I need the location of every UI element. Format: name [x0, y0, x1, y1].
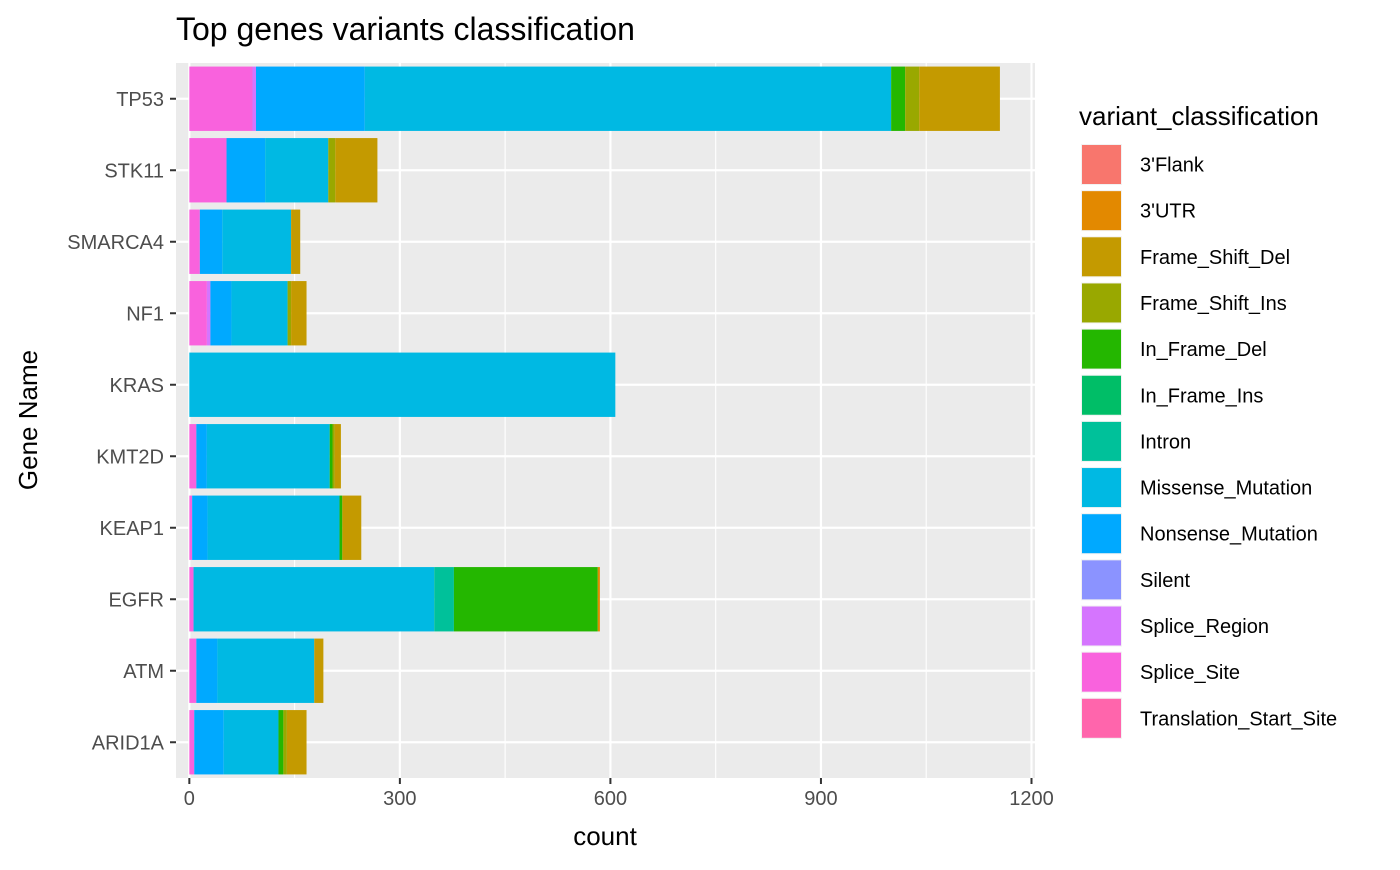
bar-stk11-nonsense-mutation [226, 138, 266, 203]
y-tick-label: KRAS [110, 375, 164, 397]
bar-tp53-frame-shift-ins [905, 66, 920, 131]
x-tick-label: 300 [383, 788, 416, 810]
bar-arid1a-frame-shift-ins [283, 710, 287, 775]
legend-swatch [1082, 514, 1121, 554]
bar-tp53-in-frame-del [891, 66, 906, 131]
bar-keap1-nonsense-mutation [192, 495, 208, 560]
legend-swatch [1082, 652, 1121, 692]
bar-atm-splice-site [189, 638, 197, 703]
bar-kmt2d-missense-mutation [206, 424, 330, 489]
y-tick-label: KEAP1 [100, 518, 164, 540]
bar-egfr-missense-mutation [193, 567, 435, 632]
legend-label: Frame_Shift_Ins [1140, 293, 1287, 315]
legend-label: Missense_Mutation [1140, 478, 1312, 500]
bar-nf1-frame-shift-del [291, 281, 307, 346]
legend-swatch [1082, 237, 1121, 277]
y-tick-label: STK11 [104, 160, 164, 182]
y-tick-label: KMT2D [96, 446, 164, 468]
y-tick-label: SMARCA4 [67, 232, 164, 254]
legend-swatch [1082, 606, 1121, 646]
bar-keap1-splice-site [189, 495, 193, 560]
y-tick-label: ARID1A [92, 732, 165, 754]
bar-tp53-splice-region [252, 66, 257, 131]
y-axis-label: Gene Name [13, 350, 43, 490]
legend: 3'Flank 3'UTR Frame_Shift_Del Frame_Shift_I… [1081, 144, 1337, 739]
bar-stk11-splice-site [189, 138, 227, 203]
bar-smarca4-missense-mutation [222, 209, 292, 274]
y-tick-label: ATM [123, 661, 164, 683]
bar-smarca4-nonsense-mutation [199, 209, 223, 274]
bar-smarca4-splice-site [189, 209, 200, 274]
bar-stk11-frame-shift-ins [328, 138, 336, 203]
bar-atm-nonsense-mutation [196, 638, 218, 703]
legend-label: Translation_Start_Site [1140, 708, 1337, 730]
x-tick-label: 900 [804, 788, 837, 810]
bar-keap1-frame-shift-del [342, 495, 362, 560]
bar-smarca4-frame-shift-del [291, 209, 301, 274]
bar-egfr-3-utr [597, 567, 600, 632]
axes-layer: 0 300 600 900 1200 TP53 STK11 SMARCA4 NF1 KRAS KMT… [67, 89, 1053, 810]
legend-label: Frame_Shift_Del [1140, 247, 1290, 269]
bar-keap1-in-frame-del [339, 495, 343, 560]
x-tick-label: 1200 [1009, 788, 1054, 810]
legend-swatch [1082, 698, 1121, 738]
legend-label: Splice_Region [1140, 616, 1269, 638]
legend-swatch [1082, 560, 1121, 600]
bar-tp53-splice-site [189, 66, 253, 131]
bar-nf1-splice-site [189, 281, 207, 346]
y-tick-label: EGFR [108, 589, 164, 611]
bar-stk11-missense-mutation [265, 138, 329, 203]
bar-atm-frame-shift-del [314, 638, 324, 703]
legend-title: variant_classification [1079, 101, 1319, 131]
legend-label: In_Frame_Del [1140, 339, 1267, 361]
bar-kmt2d-splice-site [189, 424, 197, 489]
x-axis-label: count [573, 821, 637, 851]
bar-egfr-in-frame-del [453, 567, 598, 632]
legend-label: Intron [1140, 431, 1191, 453]
bar-atm-missense-mutation [217, 638, 315, 703]
bar-tp53-frame-shift-del [919, 66, 1000, 131]
bar-kras-missense-mutation [189, 352, 616, 417]
x-tick-label: 0 [184, 788, 195, 810]
bar-nf1-splice-region [206, 281, 211, 346]
bar-nf1-frame-shift-ins [287, 281, 292, 346]
bar-stk11-frame-shift-del [335, 138, 378, 203]
bar-kmt2d-frame-shift-ins [332, 424, 335, 489]
legend-swatch [1082, 468, 1121, 508]
legend-label: Silent [1140, 570, 1190, 592]
legend-swatch [1082, 375, 1121, 415]
chart-title: Top genes variants classification [176, 11, 635, 47]
legend-label: 3'Flank [1140, 155, 1205, 177]
bar-tp53-nonsense-mutation [256, 66, 365, 131]
bar-kmt2d-in-frame-del [329, 424, 333, 489]
bar-tp53-missense-mutation [364, 66, 892, 131]
bar-keap1-missense-mutation [207, 495, 340, 560]
bar-arid1a-frame-shift-del [286, 710, 307, 775]
bar-egfr-intron [434, 567, 454, 632]
bar-kmt2d-frame-shift-del [334, 424, 341, 489]
y-tick-label: TP53 [116, 89, 164, 111]
y-tick-label: NF1 [126, 303, 164, 325]
bar-nf1-missense-mutation [231, 281, 288, 346]
legend-label: In_Frame_Ins [1140, 385, 1263, 407]
legend-label: Splice_Site [1140, 662, 1240, 684]
bar-arid1a-missense-mutation [223, 710, 279, 775]
legend-swatch [1082, 421, 1121, 461]
legend-swatch [1082, 191, 1121, 231]
x-tick-label: 600 [594, 788, 627, 810]
bar-kmt2d-nonsense-mutation [196, 424, 207, 489]
bar-nf1-nonsense-mutation [210, 281, 232, 346]
legend-swatch [1082, 329, 1121, 369]
legend-swatch [1082, 145, 1121, 184]
bar-arid1a-splice-site [189, 710, 195, 775]
bar-egfr-splice-site [189, 567, 194, 632]
legend-label: Nonsense_Mutation [1140, 524, 1318, 546]
bar-arid1a-nonsense-mutation [194, 710, 224, 775]
bar-arid1a-in-frame-del [278, 710, 284, 775]
legend-label: 3'UTR [1140, 201, 1196, 223]
bars-layer [189, 66, 1000, 775]
legend-swatch [1082, 283, 1121, 323]
